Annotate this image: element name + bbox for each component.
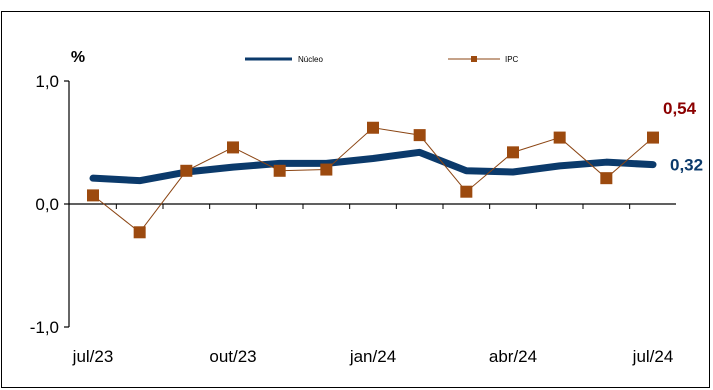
axes: 1,0 0,0 -1,0% jul/23 out/23 jan/24 abr/24 jul/2… xyxy=(30,49,676,366)
y-tick-label: -1,0 xyxy=(30,318,59,337)
data-point-ipc xyxy=(413,129,426,142)
legend-label-nucleo: Núcleo xyxy=(298,55,323,64)
y-unit-label: % xyxy=(71,49,85,66)
data-point-ipc xyxy=(273,164,286,177)
data-point-ipc xyxy=(647,131,659,144)
data-point-ipc xyxy=(133,226,146,239)
y-tick-label: 1,0 xyxy=(35,72,59,91)
x-tick-label: jul/23 xyxy=(72,347,114,366)
legend-marker-ipc xyxy=(471,56,477,62)
x-tick-label: jul/24 xyxy=(632,347,674,366)
data-point-ipc xyxy=(553,131,566,144)
legend: Núcleo IPC xyxy=(245,55,519,64)
y-tick-label: 0,0 xyxy=(35,195,59,214)
series-line-ipc xyxy=(92,127,654,233)
x-tick-label: abr/24 xyxy=(489,347,537,366)
data-point-ipc xyxy=(227,141,239,154)
data-point-ipc xyxy=(600,172,613,185)
x-tick-label: jan/24 xyxy=(349,347,396,366)
data-point-ipc xyxy=(320,163,333,176)
data-point-ipc xyxy=(507,146,519,159)
data-point-ipc xyxy=(460,185,473,198)
end-label-nucleo: 0,32 xyxy=(670,156,703,175)
chart-frame xyxy=(1,11,710,388)
data-point-ipc xyxy=(180,164,193,177)
x-tick-label: out/23 xyxy=(209,347,256,366)
series-line-nucleo xyxy=(89,148,657,185)
labels: 0,54 0,32 xyxy=(663,99,703,175)
legend-label-ipc: IPC xyxy=(505,55,519,64)
data-point-ipc xyxy=(367,121,379,134)
data-point-ipc xyxy=(87,189,99,202)
end-label-ipc: 0,54 xyxy=(663,99,697,118)
series-layer xyxy=(87,121,659,239)
